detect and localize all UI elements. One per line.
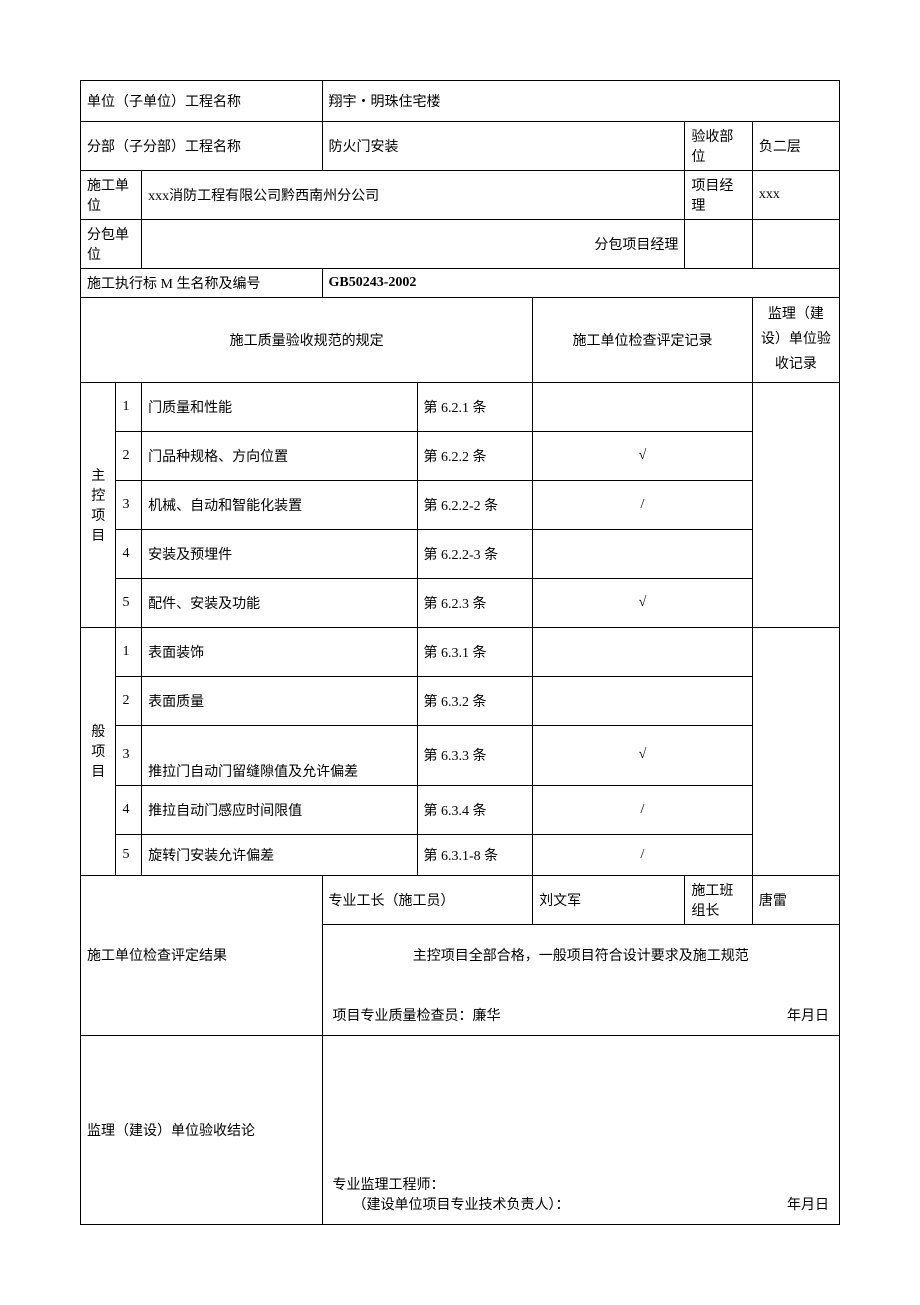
g1-supervise-cell bbox=[752, 382, 839, 627]
g2-row-check: / bbox=[533, 785, 753, 834]
subcontract-unit-value bbox=[685, 220, 752, 269]
g2-row-check bbox=[533, 676, 753, 725]
g2-row-name: 推拉门自动门留缝隙值及允许偏差 bbox=[142, 725, 417, 785]
foreman-value: 刘文军 bbox=[533, 875, 685, 924]
g1-row-check: / bbox=[533, 480, 753, 529]
section-name-value: 防火门安装 bbox=[322, 122, 685, 171]
g1-row-n: 4 bbox=[116, 529, 142, 578]
team-leader-label: 施工班组长 bbox=[685, 875, 752, 924]
g1-row-n: 1 bbox=[116, 382, 142, 431]
g1-row-ref: 第 6.2.2-3 条 bbox=[417, 529, 533, 578]
g1-row-ref: 第 6.2.1 条 bbox=[417, 382, 533, 431]
spec-header: 施工质量验收规范的规定 bbox=[81, 298, 533, 383]
check-record-header: 施工单位检查评定记录 bbox=[533, 298, 753, 383]
accept-part-label: 验收部位 bbox=[685, 122, 752, 171]
g1-row-check bbox=[533, 529, 753, 578]
g2-row-name: 推拉自动门感应时间限值 bbox=[142, 785, 417, 834]
check-result-text: 主控项目全部合格，一般项目符合设计要求及施工规范 bbox=[323, 925, 839, 985]
foreman-label: 专业工长（施工员） bbox=[322, 875, 533, 924]
accept-part-value: 负二层 bbox=[752, 122, 839, 171]
construction-unit-label: 施工单位 bbox=[81, 171, 142, 220]
inspection-record-table: 单位（子单位）工程名称 翔宇・明珠住宅楼 分部（子分部）工程名称 防火门安装 验… bbox=[80, 80, 840, 1225]
g2-row-name: 表面质量 bbox=[142, 676, 417, 725]
unit-name-value: 翔宇・明珠住宅楼 bbox=[322, 81, 839, 122]
g2-row-check: / bbox=[533, 834, 753, 875]
check-result-signer: 项目专业质量检查员：廉华 bbox=[333, 1005, 501, 1025]
g2-row-ref: 第 6.3.2 条 bbox=[417, 676, 533, 725]
g1-row-ref: 第 6.2.2-2 条 bbox=[417, 480, 533, 529]
supervise-signer1: 专业监理工程师： bbox=[333, 1174, 829, 1194]
subcontract-unit-label: 分包单位 bbox=[81, 220, 142, 269]
g2-row-name: 表面装饰 bbox=[142, 627, 417, 676]
g2-row-name: 旋转门安装允许偏差 bbox=[142, 834, 417, 875]
subcontract-pm-label: 分包项目经理 bbox=[142, 220, 685, 269]
g2-row-ref: 第 6.3.4 条 bbox=[417, 785, 533, 834]
team-leader-value: 唐雷 bbox=[752, 875, 839, 924]
g2-supervise-cell bbox=[752, 627, 839, 875]
g1-row-ref: 第 6.2.3 条 bbox=[417, 578, 533, 627]
construction-unit-value: xxx消防工程有限公司黔西南州分公司 bbox=[142, 171, 685, 220]
g2-row-n: 1 bbox=[116, 627, 142, 676]
g1-row-name: 配件、安装及功能 bbox=[142, 578, 417, 627]
g1-row-check: √ bbox=[533, 578, 753, 627]
supervise-label: 监理（建设）单位验收结论 bbox=[81, 1035, 323, 1224]
g1-row-n: 5 bbox=[116, 578, 142, 627]
check-result-block: 主控项目全部合格，一般项目符合设计要求及施工规范 项目专业质量检查员：廉华 年月… bbox=[322, 924, 839, 1035]
g1-row-n: 2 bbox=[116, 431, 142, 480]
supervise-date: 年月日 bbox=[787, 1194, 829, 1214]
project-manager-label: 项目经理 bbox=[685, 171, 752, 220]
g1-row-name: 门质量和性能 bbox=[142, 382, 417, 431]
g1-row-check: √ bbox=[533, 431, 753, 480]
group2-label: 般项目 bbox=[81, 627, 116, 875]
check-result-label: 施工单位检查评定结果 bbox=[81, 875, 323, 1035]
g2-row-n: 3 bbox=[116, 725, 142, 785]
g2-row-check bbox=[533, 627, 753, 676]
g2-row-ref: 第 6.3.1-8 条 bbox=[417, 834, 533, 875]
g1-row-name: 门品种规格、方向位置 bbox=[142, 431, 417, 480]
g2-row-ref: 第 6.3.1 条 bbox=[417, 627, 533, 676]
g1-row-check bbox=[533, 382, 753, 431]
g2-row-n: 4 bbox=[116, 785, 142, 834]
g1-row-name: 机械、自动和智能化装置 bbox=[142, 480, 417, 529]
g2-row-n: 2 bbox=[116, 676, 142, 725]
supervise-block: 专业监理工程师： （建设单位项目专业技术负责人）： 年月日 bbox=[322, 1035, 839, 1224]
supervise-header: 监理（建设）单位验收记录 bbox=[752, 298, 839, 383]
g2-row-ref: 第 6.3.3 条 bbox=[417, 725, 533, 785]
g1-row-name: 安装及预埋件 bbox=[142, 529, 417, 578]
standard-value: GB50243-2002 bbox=[322, 269, 839, 298]
subcontract-pm-value bbox=[752, 220, 839, 269]
project-manager-value: xxx bbox=[752, 171, 839, 220]
g2-row-n: 5 bbox=[116, 834, 142, 875]
group1-label: 主控项目 bbox=[81, 382, 116, 627]
g2-row-check: √ bbox=[533, 725, 753, 785]
section-name-label: 分部（子分部）工程名称 bbox=[81, 122, 323, 171]
supervise-signer2: （建设单位项目专业技术负责人）： bbox=[353, 1194, 570, 1214]
check-result-date: 年月日 bbox=[787, 1005, 829, 1025]
standard-label: 施工执行标 M 生名称及编号 bbox=[81, 269, 323, 298]
unit-name-label: 单位（子单位）工程名称 bbox=[81, 81, 323, 122]
g1-row-ref: 第 6.2.2 条 bbox=[417, 431, 533, 480]
g1-row-n: 3 bbox=[116, 480, 142, 529]
